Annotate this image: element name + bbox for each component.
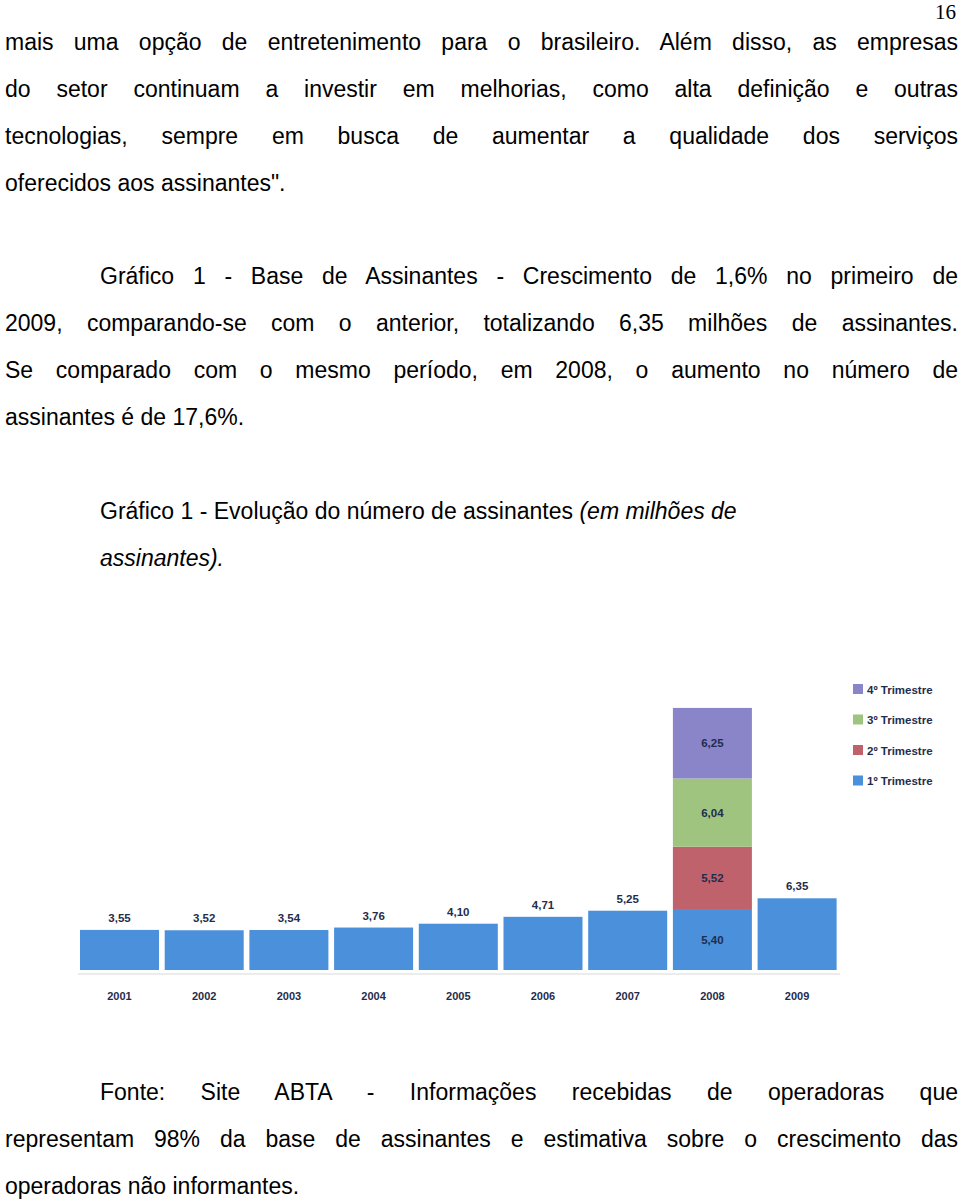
description-line: Se comparado com o mesmo período, em 200… bbox=[5, 356, 958, 384]
bars bbox=[80, 708, 837, 970]
data-label: 3,55 bbox=[108, 912, 131, 924]
legend-swatch bbox=[853, 745, 863, 755]
x-tick-label: 2008 bbox=[700, 990, 724, 1002]
page-number: 16 bbox=[935, 0, 956, 25]
caption-line: Gráfico 1 - Evolução do número de assina… bbox=[100, 497, 737, 525]
bar bbox=[673, 778, 752, 846]
x-tick-label: 2001 bbox=[107, 990, 131, 1002]
bar bbox=[588, 911, 667, 970]
bar bbox=[165, 930, 244, 970]
data-labels: 3,55 3,52 3,54 3,76 4,10 4,71 5,25 5,40 5,52 6,04… bbox=[108, 737, 809, 945]
legend-label: 4º Trimestre bbox=[867, 684, 933, 696]
data-label: 5,25 bbox=[617, 893, 640, 905]
page: {"page_number": "16", "intro": {"lines":… bbox=[0, 0, 960, 1202]
x-tick-label: 2007 bbox=[615, 990, 639, 1002]
intro-line: mais uma opção de entretenimento para o … bbox=[5, 28, 958, 56]
data-label: 3,52 bbox=[193, 912, 215, 924]
bar bbox=[673, 847, 752, 909]
description-line: 2009, comparando-se com o anterior, tota… bbox=[5, 309, 958, 337]
x-axis-line bbox=[78, 974, 840, 975]
legend-swatch bbox=[853, 776, 863, 786]
intro-line: oferecidos aos assinantes". bbox=[5, 169, 286, 197]
source-line: operadoras não informantes. bbox=[5, 1172, 299, 1200]
description-line: assinantes é de 17,6%. bbox=[5, 403, 244, 431]
description-line: Gráfico 1 - Base de Assinantes - Crescim… bbox=[100, 262, 958, 290]
bar bbox=[249, 930, 328, 970]
legend-label: 2º Trimestre bbox=[867, 745, 933, 757]
x-tick-label: 2009 bbox=[785, 990, 809, 1002]
data-label: 6,25 bbox=[701, 737, 724, 749]
caption-text: assinantes). bbox=[100, 545, 224, 571]
caption-line: assinantes). bbox=[100, 544, 224, 572]
legend-label: 1º Trimestre bbox=[867, 775, 933, 787]
data-label: 3,76 bbox=[362, 910, 384, 922]
bar bbox=[673, 708, 752, 779]
source-line: representam 98% da base de assinantes e … bbox=[5, 1125, 958, 1153]
bar bbox=[758, 898, 837, 970]
x-tick-label: 2006 bbox=[531, 990, 555, 1002]
data-label: 6,04 bbox=[701, 807, 724, 819]
data-label: 5,40 bbox=[701, 934, 723, 946]
x-tick-label: 2003 bbox=[277, 990, 301, 1002]
data-label: 5,52 bbox=[701, 872, 723, 884]
bar bbox=[504, 917, 583, 970]
legend: 4º Trimestre 3º Trimestre 2º Trimestre 1º T… bbox=[853, 684, 933, 788]
bar bbox=[419, 924, 498, 970]
source-line: Fonte: Site ABTA - Informações recebidas… bbox=[100, 1078, 958, 1106]
data-label: 6,35 bbox=[786, 880, 809, 892]
legend-swatch bbox=[853, 684, 863, 694]
intro-line: do setor continuam a investir em melhori… bbox=[5, 75, 958, 103]
data-label: 4,10 bbox=[447, 906, 469, 918]
caption-text: Gráfico 1 - Evolução do número de assina… bbox=[100, 498, 579, 524]
x-tick-label: 2002 bbox=[192, 990, 216, 1002]
caption-text: (em milhões de bbox=[579, 498, 736, 524]
bar bbox=[673, 909, 752, 970]
x-tick-label: 2004 bbox=[361, 990, 386, 1002]
bar bbox=[80, 930, 159, 970]
data-label: 4,71 bbox=[532, 899, 555, 911]
intro-line: tecnologias, sempre em busca de aumentar… bbox=[5, 122, 958, 150]
legend-label: 3º Trimestre bbox=[867, 714, 933, 726]
bar bbox=[334, 928, 413, 970]
data-label: 3,54 bbox=[278, 912, 301, 924]
x-tick-label: 2005 bbox=[446, 990, 470, 1002]
chart: 3,55 3,52 3,54 3,76 4,10 4,71 5,25 5,40 5,52 6,04… bbox=[0, 660, 960, 1020]
legend-swatch bbox=[853, 715, 863, 725]
